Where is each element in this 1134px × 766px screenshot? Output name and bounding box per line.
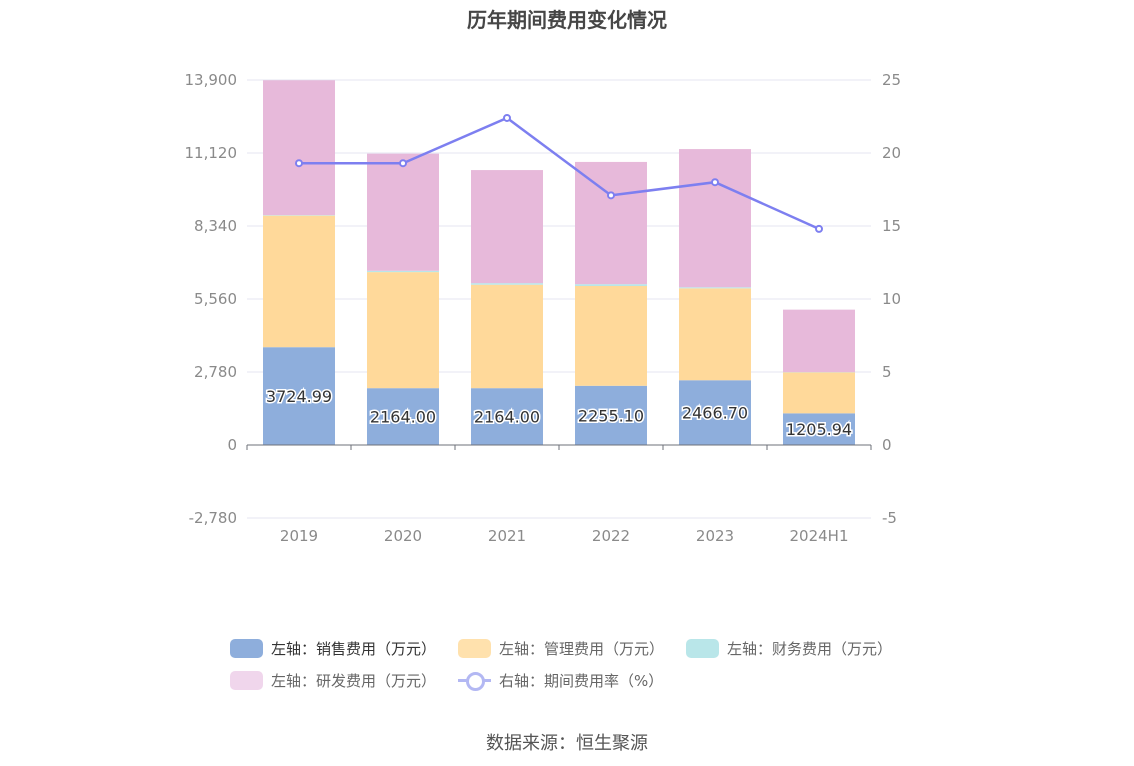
data-label: 1205.94 [786, 420, 852, 439]
bar-segment-2 [263, 215, 335, 216]
legend-swatch-rnd [230, 670, 263, 690]
x-tick-label: 2019 [280, 527, 318, 545]
right-tick-label: 20 [882, 144, 901, 162]
legend-label-admin: 左轴：管理费用（万元） [499, 639, 665, 658]
left-tick-label: 0 [227, 436, 237, 454]
bar-segment-3 [783, 309, 855, 373]
right-tick-label: 10 [882, 290, 901, 308]
legend-swatch-finance [686, 638, 720, 658]
right-tick-label: 0 [882, 436, 892, 454]
legend-row-1: 左轴：销售费用（万元） 左轴：管理费用（万元） 左轴：财务费用（万元） [230, 632, 930, 664]
x-tick-label: 2023 [696, 527, 734, 545]
bar-segment-0 [575, 385, 647, 445]
line-point [815, 224, 823, 233]
bar-segment-0 [783, 413, 855, 445]
data-label: 2164.00 [474, 408, 540, 427]
bar-segment-1 [679, 288, 751, 381]
legend-row-2: 左轴：研发费用（万元） 右轴：期间费用率（%） [230, 664, 930, 696]
line-point [711, 178, 719, 187]
bar-segment-3 [575, 161, 647, 285]
line-point [295, 159, 303, 168]
left-tick-label: 8,340 [194, 217, 237, 235]
chart-title: 历年期间费用变化情况 [467, 8, 667, 32]
bar-segment-1 [367, 272, 439, 389]
line-point [399, 159, 407, 168]
legend-label-rnd: 左轴：研发费用（万元） [271, 671, 437, 690]
bar-segment-3 [263, 80, 335, 216]
legend-item-sales[interactable]: 左轴：销售费用（万元） [230, 638, 436, 659]
right-tick-label: -5 [882, 509, 897, 527]
bar-segment-2 [679, 287, 751, 289]
x-tick-label: 2021 [488, 527, 526, 545]
right-tick-label: 5 [882, 363, 892, 381]
bar-segment-2 [471, 283, 543, 285]
bar-segment-1 [471, 284, 543, 389]
legend-item-finance[interactable]: 左轴：财务费用（万元） [686, 638, 892, 659]
left-tick-label: 2,780 [194, 363, 237, 381]
data-label: 3724.99 [266, 387, 332, 406]
legend: 左轴：销售费用（万元） 左轴：管理费用（万元） 左轴：财务费用（万元） 左轴：研… [230, 632, 930, 696]
right-tick-label: 25 [882, 71, 901, 89]
legend-label-expense-ratio: 右轴：期间费用率（%） [499, 671, 664, 690]
x-tick-label: 2020 [384, 527, 422, 545]
left-tick-label: 13,900 [185, 71, 238, 89]
legend-swatch-expense-ratio [458, 671, 492, 691]
left-tick-label: -2,780 [189, 509, 237, 527]
line-expense-ratio [299, 116, 820, 231]
bar-segment-0 [367, 388, 439, 445]
data-source: 数据来源：恒生聚源 [486, 733, 648, 754]
x-tick-label: 2024H1 [790, 527, 849, 545]
legend-label-sales: 左轴：销售费用（万元） [271, 639, 437, 658]
bar-segment-0 [679, 380, 751, 445]
bar-segment-3 [471, 170, 543, 284]
right-tick-label: 15 [882, 217, 901, 235]
bar-segment-0 [263, 347, 335, 445]
legend-item-admin[interactable]: 左轴：管理费用（万元） [458, 638, 664, 659]
bar-segment-2 [367, 270, 439, 273]
data-label: 2255.10 [578, 406, 644, 425]
bar-segment-1 [263, 215, 335, 348]
bar-segment-3 [679, 149, 751, 288]
line-point [503, 113, 511, 122]
legend-item-rnd[interactable]: 左轴：研发费用（万元） [230, 670, 436, 691]
x-tick-label: 2022 [592, 527, 630, 545]
data-label: 2164.00 [370, 408, 436, 427]
bar-segment-1 [783, 372, 855, 414]
bar-segment-1 [575, 285, 647, 386]
bar-segment-0 [471, 388, 543, 445]
left-tick-label: 11,120 [185, 144, 238, 162]
line-point [607, 191, 615, 200]
legend-swatch-sales [230, 638, 263, 658]
legend-item-expense-ratio[interactable]: 右轴：期间费用率（%） [458, 670, 663, 691]
data-label: 2466.70 [682, 404, 748, 423]
left-tick-label: 5,560 [194, 290, 237, 308]
legend-label-finance: 左轴：财务费用（万元） [727, 639, 893, 658]
bar-segment-3 [367, 153, 439, 271]
legend-swatch-admin [458, 638, 492, 658]
bar-segment-2 [575, 284, 647, 286]
